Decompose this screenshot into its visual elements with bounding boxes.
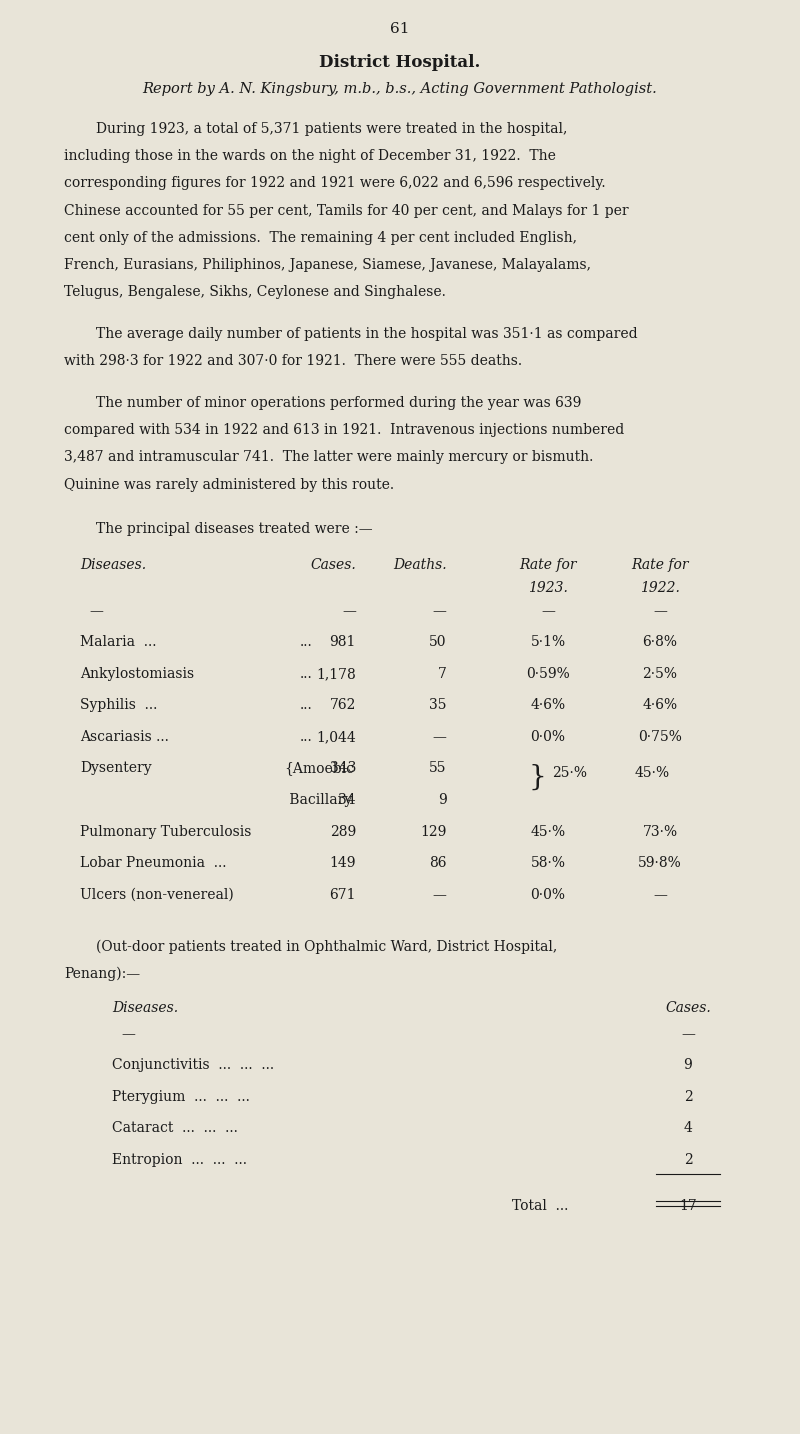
Text: Cases.: Cases. bbox=[310, 558, 356, 572]
Text: —: — bbox=[541, 604, 555, 618]
Text: —: — bbox=[653, 888, 667, 902]
Text: Dysentery: Dysentery bbox=[80, 761, 152, 776]
Text: Chinese accounted for 55 per cent, Tamils for 40 per cent, and Malays for 1 per: Chinese accounted for 55 per cent, Tamil… bbox=[64, 204, 629, 218]
Text: Syphilis  ...: Syphilis ... bbox=[80, 698, 158, 713]
Text: 61: 61 bbox=[390, 22, 410, 36]
Text: —: — bbox=[433, 888, 446, 902]
Text: 2: 2 bbox=[684, 1090, 692, 1104]
Text: ...: ... bbox=[300, 698, 313, 713]
Text: Quinine was rarely administered by this route.: Quinine was rarely administered by this … bbox=[64, 478, 394, 492]
Text: Pterygium  ...  ...  ...: Pterygium ... ... ... bbox=[112, 1090, 250, 1104]
Text: Report by A. N. Kingsbury, m.b., b.s., Acting Government Pathologist.: Report by A. N. Kingsbury, m.b., b.s., A… bbox=[142, 82, 658, 96]
Text: 45·%: 45·% bbox=[634, 766, 670, 780]
Text: —: — bbox=[653, 604, 667, 618]
Text: corresponding figures for 1922 and 1921 were 6,022 and 6,596 respectively.: corresponding figures for 1922 and 1921 … bbox=[64, 176, 606, 191]
Text: Ascariasis ...: Ascariasis ... bbox=[80, 730, 169, 744]
Text: —: — bbox=[89, 604, 103, 618]
Text: Diseases.: Diseases. bbox=[80, 558, 146, 572]
Text: 4: 4 bbox=[683, 1121, 693, 1136]
Text: ...: ... bbox=[300, 635, 313, 650]
Text: During 1923, a total of 5,371 patients were treated in the hospital,: During 1923, a total of 5,371 patients w… bbox=[96, 122, 567, 136]
Text: Malaria  ...: Malaria ... bbox=[80, 635, 157, 650]
Text: 129: 129 bbox=[420, 825, 446, 839]
Text: 35: 35 bbox=[429, 698, 446, 713]
Text: —: — bbox=[681, 1027, 695, 1041]
Text: 59·8%: 59·8% bbox=[638, 856, 682, 870]
Text: (Out-door patients treated in Ophthalmic Ward, District Hospital,: (Out-door patients treated in Ophthalmic… bbox=[96, 939, 558, 954]
Text: Ankylostomiasis: Ankylostomiasis bbox=[80, 667, 194, 681]
Text: 86: 86 bbox=[429, 856, 446, 870]
Text: Penang):—: Penang):— bbox=[64, 967, 140, 981]
Text: 4·6%: 4·6% bbox=[530, 698, 566, 713]
Text: Total  ...: Total ... bbox=[512, 1199, 568, 1213]
Text: 9: 9 bbox=[438, 793, 446, 807]
Text: District Hospital.: District Hospital. bbox=[319, 54, 481, 72]
Text: —: — bbox=[121, 1027, 135, 1041]
Text: 671: 671 bbox=[330, 888, 356, 902]
Text: Diseases.: Diseases. bbox=[112, 1001, 178, 1015]
Text: Cases.: Cases. bbox=[665, 1001, 711, 1015]
Text: Deaths.: Deaths. bbox=[393, 558, 446, 572]
Text: ...: ... bbox=[300, 667, 313, 681]
Text: The number of minor operations performed during the year was 639: The number of minor operations performed… bbox=[96, 396, 582, 410]
Text: 149: 149 bbox=[330, 856, 356, 870]
Text: }: } bbox=[528, 764, 546, 790]
Text: Telugus, Bengalese, Sikhs, Ceylonese and Singhalese.: Telugus, Bengalese, Sikhs, Ceylonese and… bbox=[64, 285, 446, 300]
Text: Bacillary: Bacillary bbox=[285, 793, 352, 807]
Text: 343: 343 bbox=[330, 761, 356, 776]
Text: Rate for: Rate for bbox=[631, 558, 689, 572]
Text: 5·1%: 5·1% bbox=[530, 635, 566, 650]
Text: Pulmonary Tuberculosis: Pulmonary Tuberculosis bbox=[80, 825, 251, 839]
Text: 55: 55 bbox=[429, 761, 446, 776]
Text: 289: 289 bbox=[330, 825, 356, 839]
Text: 50: 50 bbox=[429, 635, 446, 650]
Text: 0·0%: 0·0% bbox=[530, 888, 566, 902]
Text: 0·59%: 0·59% bbox=[526, 667, 570, 681]
Text: —: — bbox=[433, 730, 446, 744]
Text: —: — bbox=[342, 604, 356, 618]
Text: Entropion  ...  ...  ...: Entropion ... ... ... bbox=[112, 1153, 247, 1167]
Text: 9: 9 bbox=[684, 1058, 692, 1073]
Text: 981: 981 bbox=[330, 635, 356, 650]
Text: 17: 17 bbox=[679, 1199, 697, 1213]
Text: Rate for: Rate for bbox=[519, 558, 577, 572]
Text: The average daily number of patients in the hospital was 351·1 as compared: The average daily number of patients in … bbox=[96, 327, 638, 341]
Text: 1923.: 1923. bbox=[528, 581, 568, 595]
Text: 0·0%: 0·0% bbox=[530, 730, 566, 744]
Text: compared with 534 in 1922 and 613 in 1921.  Intravenous injections numbered: compared with 534 in 1922 and 613 in 192… bbox=[64, 423, 624, 437]
Text: 762: 762 bbox=[330, 698, 356, 713]
Text: 3,487 and intramuscular 741.  The latter were mainly mercury or bismuth.: 3,487 and intramuscular 741. The latter … bbox=[64, 450, 594, 465]
Text: —: — bbox=[433, 604, 446, 618]
Text: 6·8%: 6·8% bbox=[642, 635, 678, 650]
Text: with 298·3 for 1922 and 307·0 for 1921.  There were 555 deaths.: with 298·3 for 1922 and 307·0 for 1921. … bbox=[64, 354, 522, 369]
Text: Ulcers (non-venereal): Ulcers (non-venereal) bbox=[80, 888, 234, 902]
Text: 1,178: 1,178 bbox=[316, 667, 356, 681]
Text: 0·75%: 0·75% bbox=[638, 730, 682, 744]
Text: {Amoebic: {Amoebic bbox=[284, 761, 354, 776]
Text: 7: 7 bbox=[438, 667, 446, 681]
Text: 73·%: 73·% bbox=[642, 825, 678, 839]
Text: 2: 2 bbox=[684, 1153, 692, 1167]
Text: 4·6%: 4·6% bbox=[642, 698, 678, 713]
Text: The principal diseases treated were :—: The principal diseases treated were :— bbox=[96, 522, 373, 536]
Text: Lobar Pneumonia  ...: Lobar Pneumonia ... bbox=[80, 856, 226, 870]
Text: Cataract  ...  ...  ...: Cataract ... ... ... bbox=[112, 1121, 238, 1136]
Text: 1,044: 1,044 bbox=[316, 730, 356, 744]
Text: 1922.: 1922. bbox=[640, 581, 680, 595]
Text: French, Eurasians, Philiphinos, Japanese, Siamese, Javanese, Malayalams,: French, Eurasians, Philiphinos, Japanese… bbox=[64, 258, 591, 272]
Text: 45·%: 45·% bbox=[530, 825, 566, 839]
Text: including those in the wards on the night of December 31, 1922.  The: including those in the wards on the nigh… bbox=[64, 149, 556, 163]
Text: 34: 34 bbox=[338, 793, 356, 807]
Text: 2·5%: 2·5% bbox=[642, 667, 678, 681]
Text: 58·%: 58·% bbox=[530, 856, 566, 870]
Text: ...: ... bbox=[300, 730, 313, 744]
Text: 25·%: 25·% bbox=[552, 766, 587, 780]
Text: Conjunctivitis  ...  ...  ...: Conjunctivitis ... ... ... bbox=[112, 1058, 274, 1073]
Text: cent only of the admissions.  The remaining 4 per cent included English,: cent only of the admissions. The remaini… bbox=[64, 231, 577, 245]
